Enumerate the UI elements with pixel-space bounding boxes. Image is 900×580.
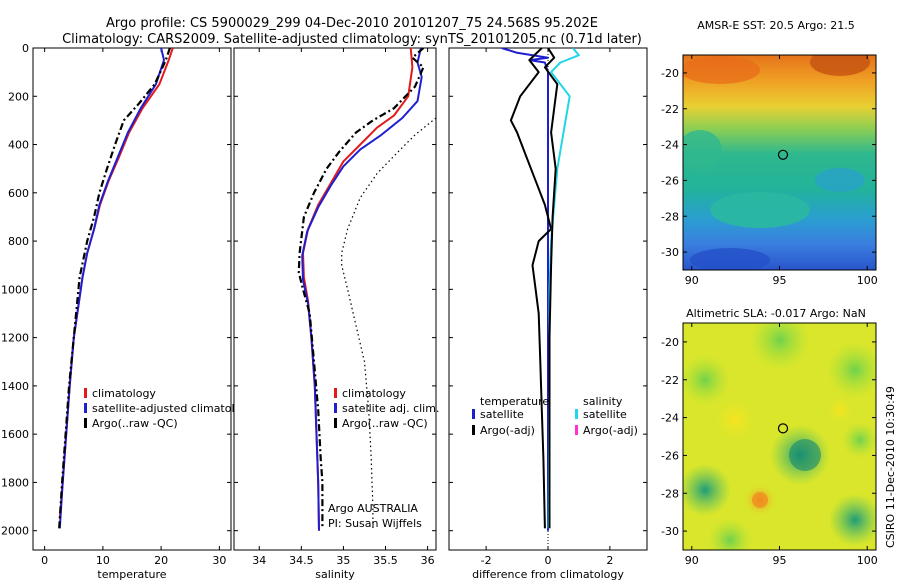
temperature-legend-entry: satellite-adjusted climatology bbox=[92, 402, 255, 415]
difference-series-3 bbox=[543, 48, 559, 529]
depth-tick-label: 0 bbox=[22, 42, 29, 55]
sst-map-field bbox=[683, 55, 876, 270]
sst-lat-tick: -20 bbox=[661, 67, 679, 80]
depth-tick-label: 2000 bbox=[1, 525, 29, 538]
salinity-series-3 bbox=[341, 117, 436, 531]
difference-series-0 bbox=[501, 48, 549, 531]
salinity-xtick-label: 36 bbox=[421, 554, 435, 567]
sla-lon-tick: 95 bbox=[773, 554, 787, 567]
salinity-xtick-label: 35.5 bbox=[373, 554, 398, 567]
legend-swatch bbox=[84, 388, 87, 398]
difference-xlabel: difference from climatology bbox=[472, 568, 624, 580]
temperature-xtick-label: 10 bbox=[96, 554, 110, 567]
side-timestamp: CSIRO 11-Dec-2010 10:30:49 bbox=[884, 386, 897, 548]
figure-title-line1: Argo profile: CS 5900029_299 04-Dec-2010… bbox=[106, 16, 598, 31]
sst-argo-location-marker bbox=[777, 149, 789, 160]
legend-swatch bbox=[575, 425, 578, 435]
depth-tick-label: 1600 bbox=[1, 428, 29, 441]
sla-map: Altimetric SLA: -0.017 Argo: NaN 90 95 100… bbox=[661, 307, 878, 567]
salinity-axes-box bbox=[233, 47, 437, 551]
temperature-series-2 bbox=[58, 48, 171, 529]
figure-title-line2: Climatology: CARS2009. Satellite-adjuste… bbox=[62, 32, 642, 47]
sla-lat-tick: -20 bbox=[661, 336, 679, 349]
depth-tick-label: 600 bbox=[8, 187, 29, 200]
sst-map: AMSR-E SST: 20.5 Argo: 21.5 90 95 100 -20 -2… bbox=[661, 19, 878, 287]
temperature-axes-box bbox=[32, 47, 232, 551]
legend-swatch bbox=[334, 388, 337, 398]
salinity-series-1 bbox=[301, 48, 423, 531]
depth-tick-label: 400 bbox=[8, 139, 29, 152]
sst-lat-tick: -30 bbox=[661, 246, 679, 259]
legend-swatch bbox=[334, 403, 337, 413]
difference-legend-entry: satellite bbox=[480, 408, 524, 421]
sla-lon-tick: 100 bbox=[857, 554, 878, 567]
depth-tick-label: 200 bbox=[8, 90, 29, 103]
salinity-xtick-label: 35 bbox=[336, 554, 350, 567]
difference-xtick-label: 2 bbox=[606, 554, 613, 567]
difference-legend-header: salinity bbox=[583, 395, 623, 408]
legend-swatch bbox=[334, 418, 337, 428]
salinity-legend-entry: Argo(..raw -QC) bbox=[342, 417, 428, 430]
temperature-xtick-label: 0 bbox=[41, 554, 48, 567]
legend-swatch bbox=[472, 425, 475, 435]
depth-tick-label: 1400 bbox=[1, 380, 29, 393]
depth-tick-label: 1800 bbox=[1, 476, 29, 489]
difference-xtick-label: -2 bbox=[481, 554, 492, 567]
legend-swatch bbox=[472, 409, 475, 419]
difference-legend-header: temperature bbox=[480, 395, 549, 408]
salinity-xlabel: salinity bbox=[315, 568, 355, 580]
temperature-legend-entry: climatology bbox=[92, 387, 156, 400]
salinity-panel: 34 34.5 35 35.5 36 salinity climatology satelli… bbox=[233, 47, 439, 580]
float-annotation: Argo AUSTRALIA bbox=[328, 502, 418, 515]
sla-lat-tick: -24 bbox=[661, 412, 679, 425]
sst-lat-tick: -26 bbox=[661, 174, 679, 187]
salinity-xtick-label: 34 bbox=[252, 554, 266, 567]
difference-xtick-label: 0 bbox=[545, 554, 552, 567]
sst-lat-tick: -22 bbox=[661, 103, 679, 116]
salinity-legend-entry: satellite adj. clim. bbox=[342, 402, 439, 415]
sla-lat-tick: -28 bbox=[661, 487, 679, 500]
temperature-xtick-label: 30 bbox=[212, 554, 226, 567]
depth-tick-label: 800 bbox=[8, 235, 29, 248]
legend-swatch bbox=[575, 409, 578, 419]
sst-lat-tick: -24 bbox=[661, 139, 679, 152]
sla-map-title: Altimetric SLA: -0.017 Argo: NaN bbox=[686, 307, 866, 320]
sst-lon-tick: 90 bbox=[685, 274, 699, 287]
sst-lon-tick: 95 bbox=[773, 274, 787, 287]
salinity-legend-entry: climatology bbox=[342, 387, 406, 400]
sst-map-title: AMSR-E SST: 20.5 Argo: 21.5 bbox=[697, 19, 855, 32]
sla-lat-tick: -30 bbox=[661, 525, 679, 538]
sla-lat-tick: -26 bbox=[661, 449, 679, 462]
depth-tick-label: 1000 bbox=[1, 283, 29, 296]
sla-map-field bbox=[683, 323, 876, 550]
temperature-panel: 0 10 20 30 0 200 400 600 800 1000 1200 1400 1600 1800… bbox=[1, 42, 255, 580]
salinity-series-2 bbox=[297, 48, 425, 529]
sla-lon-tick: 90 bbox=[685, 554, 699, 567]
float-annotation: PI: Susan Wijffels bbox=[328, 517, 422, 530]
temperature-xlabel: temperature bbox=[97, 568, 166, 580]
difference-legend-entry: Argo(-adj) bbox=[480, 424, 535, 437]
difference-legend-entry: satellite bbox=[583, 408, 627, 421]
legend-swatch bbox=[84, 403, 87, 413]
sst-lat-tick: -28 bbox=[661, 210, 679, 223]
difference-series-1 bbox=[509, 48, 553, 529]
salinity-xtick-label: 34.5 bbox=[289, 554, 314, 567]
depth-tick-label: 1200 bbox=[1, 332, 29, 345]
temperature-xtick-label: 20 bbox=[154, 554, 168, 567]
sla-argo-location-marker bbox=[777, 423, 789, 434]
sla-lat-tick: -22 bbox=[661, 374, 679, 387]
sst-lon-tick: 100 bbox=[857, 274, 878, 287]
difference-legend-entry: Argo(-adj) bbox=[583, 424, 638, 437]
temperature-legend-entry: Argo(..raw -QC) bbox=[92, 417, 178, 430]
legend-swatch bbox=[84, 418, 87, 428]
